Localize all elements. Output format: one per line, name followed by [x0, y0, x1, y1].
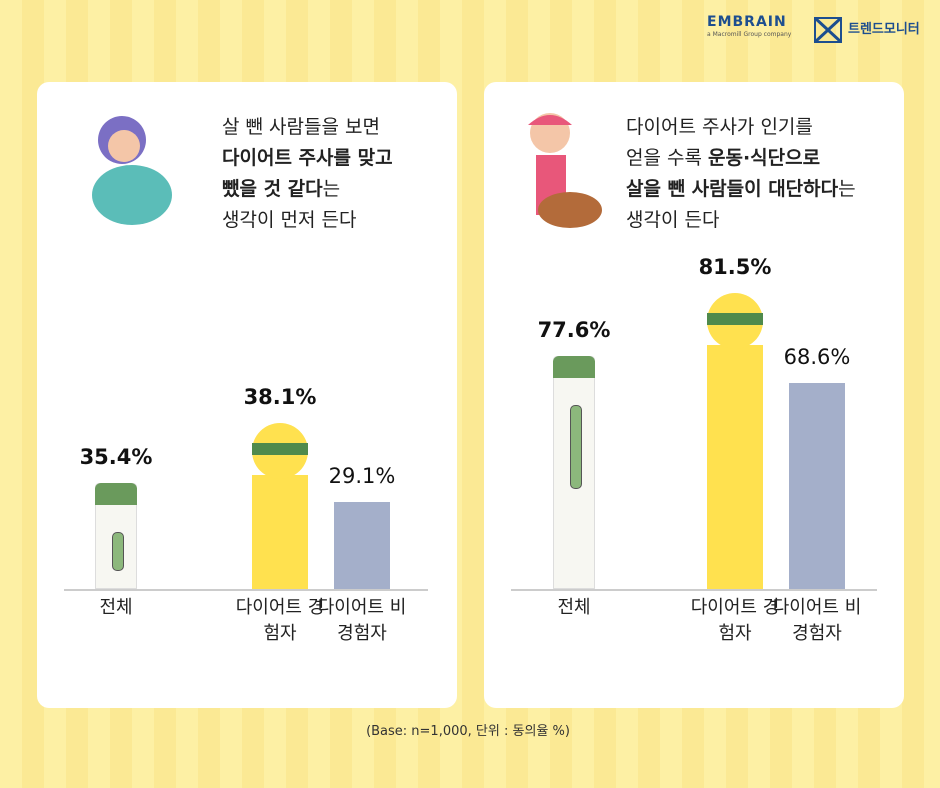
partner-logo — [814, 17, 842, 43]
value-label: 68.6% — [783, 345, 851, 370]
baseline — [511, 589, 877, 591]
pen-window — [112, 531, 124, 571]
value-label: 38.1% — [243, 384, 317, 409]
bar — [789, 383, 845, 589]
pen-window — [570, 405, 582, 489]
title-line: 생각이 먼저 든다 — [222, 205, 356, 236]
title-line: 생각이 든다 — [626, 205, 719, 236]
title-line: 뺐을 것 같다는 — [222, 174, 340, 205]
value-label: 81.5% — [698, 254, 772, 279]
category-label: 다이어트 경험자 — [690, 597, 780, 644]
category-label: 다이어트 경험자 — [235, 597, 325, 644]
brand: EMBRAIN — [707, 14, 787, 30]
bar — [334, 501, 390, 589]
brand-sub: a Macromill Group company — [707, 31, 792, 38]
bar — [252, 474, 308, 589]
pen-cap — [553, 356, 595, 379]
bar — [553, 356, 595, 589]
value-label: 35.4% — [79, 444, 153, 469]
title-text: 다이어트 주사가 인기를 — [626, 116, 813, 138]
title-line: 다이어트 주사를 맞고 — [222, 143, 393, 174]
category-label: 다이어트 비경험자 — [772, 597, 862, 644]
title-text: 생각이 든다 — [626, 209, 720, 231]
title-text: 다이어트 주사를 맞고 — [222, 147, 393, 169]
illustration — [528, 113, 602, 228]
title-line: 살 뺀 사람들을 보면 — [222, 112, 380, 143]
title-line: 다이어트 주사가 인기를 — [626, 112, 813, 143]
title-text: 뺐을 것 같다 — [222, 178, 323, 200]
bar-cap-band — [252, 442, 308, 455]
title-text: 살 뺀 사람들을 보면 — [222, 116, 380, 138]
footnote: (Base: n=1,000, 단위 : 동의율 %) — [366, 724, 570, 739]
partner: 트렌드모니터 — [848, 22, 920, 37]
title-text: 살을 뺀 사람들이 대단하다 — [626, 178, 839, 200]
illustration — [92, 116, 172, 225]
category-label: 전체 — [99, 597, 133, 618]
title-text: 는 — [838, 178, 856, 200]
category-label: 다이어트 비경험자 — [317, 597, 407, 644]
title-line: 얻을 수록 운동·식단으로 — [626, 143, 820, 174]
bar — [707, 344, 763, 589]
title-line: 살을 뺀 사람들이 대단하다는 — [626, 174, 856, 205]
category-label: 전체 — [557, 597, 591, 618]
value-label: 77.6% — [537, 318, 611, 343]
value-label: 29.1% — [328, 463, 396, 488]
title-text: 는 — [322, 178, 341, 200]
bar — [95, 482, 137, 589]
title-text: 생각이 먼저 든다 — [222, 209, 357, 231]
bar-cap-band — [707, 312, 763, 325]
title-text: 얻을 수록 — [626, 147, 708, 169]
title-text: 운동·식단으로 — [708, 147, 821, 169]
pen-cap — [95, 482, 137, 505]
baseline — [64, 589, 428, 591]
